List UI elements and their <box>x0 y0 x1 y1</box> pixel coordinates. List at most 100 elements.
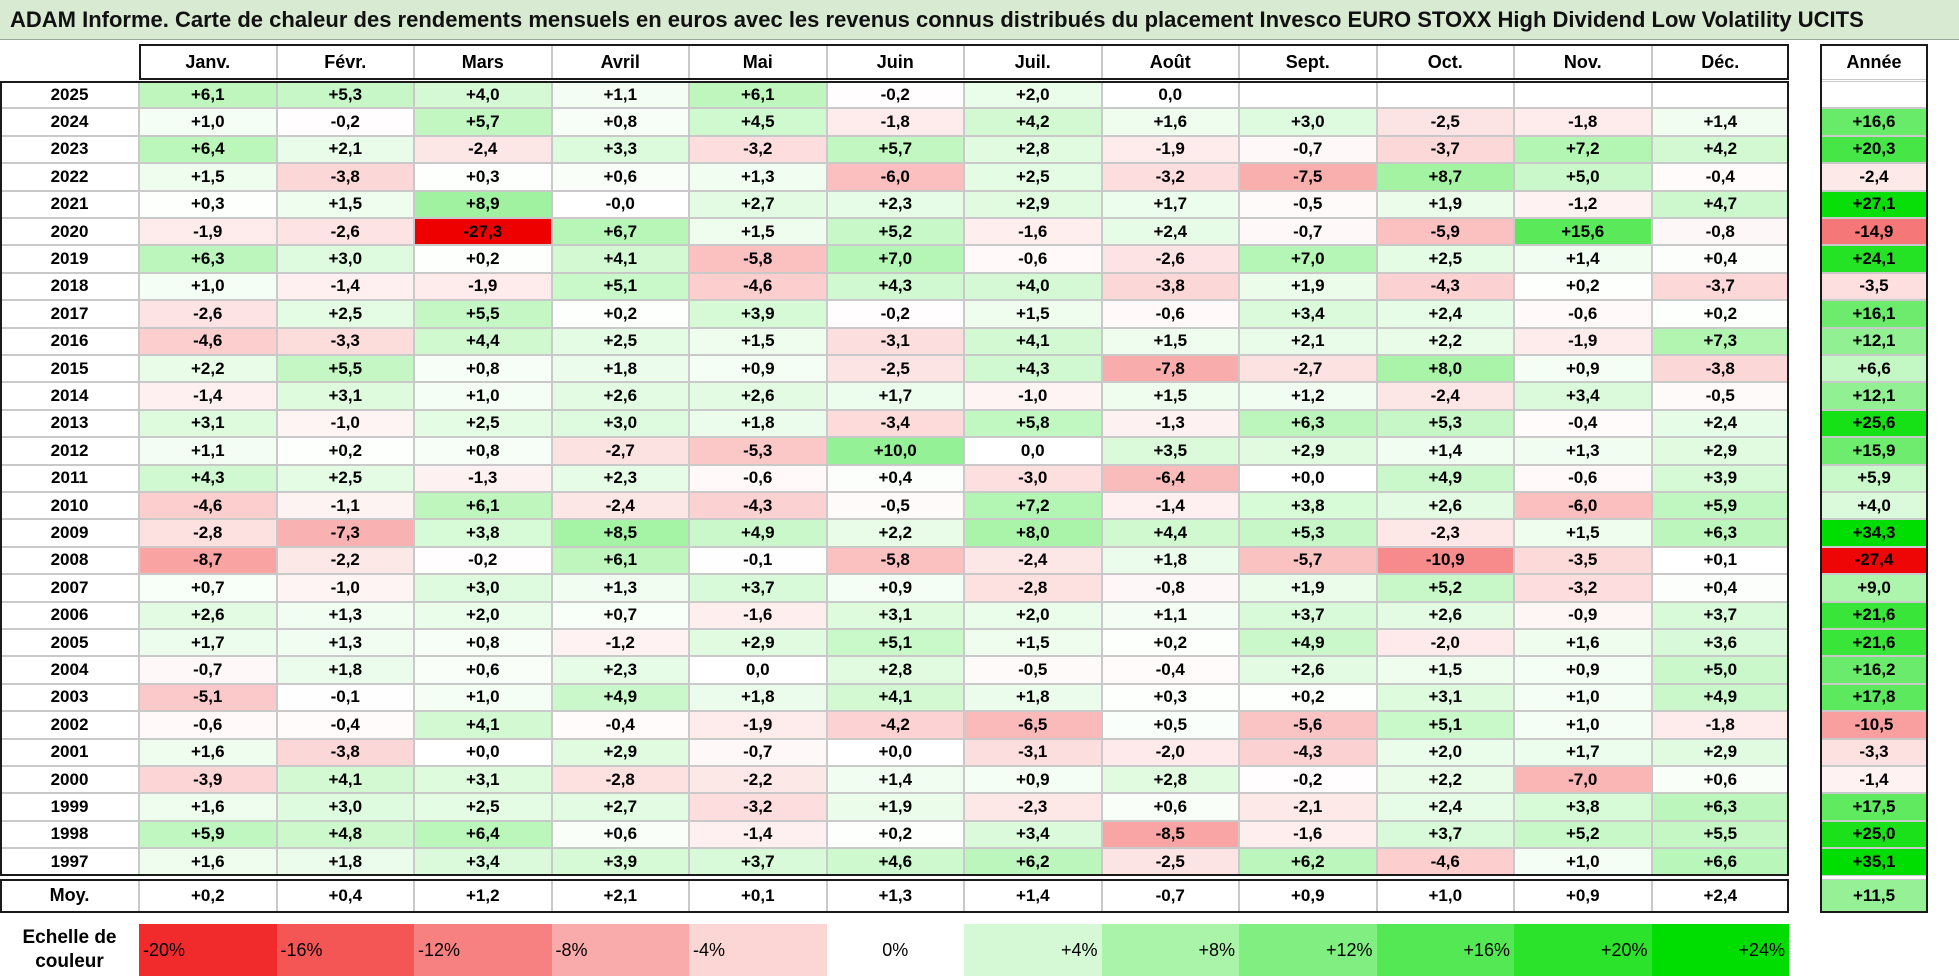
heatmap-cell: -1,6 <box>1239 820 1377 849</box>
heatmap-cell: +1,4 <box>1514 245 1652 273</box>
column-header: Déc. <box>1651 44 1789 80</box>
year-column-header: Année <box>1820 44 1928 80</box>
heatmap-cell: -1,6 <box>689 601 827 629</box>
heatmap-cell: -2,8 <box>139 519 277 547</box>
heatmap-cell: -4,3 <box>1239 738 1377 766</box>
heatmap-cell: +2,6 <box>1239 656 1377 684</box>
heatmap-cell: +5,7 <box>414 108 552 136</box>
heatmap-cell: +4,9 <box>551 683 689 712</box>
heatmap-cell: +0,9 <box>1514 656 1652 684</box>
heatmap-cell: +5,0 <box>1651 656 1789 684</box>
heatmap-cell: +5,5 <box>1651 820 1789 849</box>
annual-return-cell: -14,9 <box>1820 218 1928 246</box>
color-scale-stop: +20% <box>1514 924 1652 976</box>
heatmap-cell: +8,7 <box>1376 163 1514 191</box>
heatmap-cell: -6,0 <box>1514 492 1652 520</box>
heatmap-cell: -1,8 <box>826 108 964 136</box>
annual-return-cell: +17,8 <box>1820 683 1928 712</box>
heatmap-cell: -0,0 <box>551 190 689 218</box>
heatmap-cell: +3,1 <box>826 601 964 629</box>
heatmap-cell: +4,4 <box>414 327 552 355</box>
heatmap-cell: +5,2 <box>1514 820 1652 849</box>
heatmap-cell: -3,4 <box>826 409 964 438</box>
row-year-label: 2004 <box>0 656 139 684</box>
heatmap-cell: +6,4 <box>414 820 552 849</box>
heatmap-cell: +5,8 <box>964 409 1102 438</box>
heatmap-cell: -1,8 <box>1651 711 1789 739</box>
annual-return-cell: +9,0 <box>1820 574 1928 602</box>
heatmap-cell: +2,5 <box>551 327 689 355</box>
heatmap-cell: -0,8 <box>1101 574 1239 602</box>
heatmap-cell: +2,8 <box>1101 766 1239 794</box>
heatmap-cell: +1,6 <box>1514 629 1652 657</box>
heatmap-cell: +1,0 <box>414 382 552 410</box>
heatmap-cell: +5,3 <box>276 81 414 109</box>
heatmap-cell: -0,9 <box>1514 601 1652 629</box>
chart-title: ADAM Informe. Carte de chaleur des rende… <box>0 0 1959 40</box>
heatmap-cell: +1,5 <box>139 163 277 191</box>
heatmap-cell: +1,0 <box>139 108 277 136</box>
heatmap-cell: -1,4 <box>689 820 827 849</box>
heatmap-cell: +2,0 <box>964 601 1102 629</box>
heatmap-cell: +6,1 <box>551 546 689 575</box>
heatmap-cell: -2,2 <box>276 546 414 575</box>
average-cell: +0,9 <box>1514 878 1652 913</box>
heatmap-cell: +5,1 <box>551 272 689 301</box>
row-year-label: 2006 <box>0 601 139 629</box>
heatmap-cell: +3,7 <box>1376 820 1514 849</box>
heatmap-cell: +6,7 <box>551 218 689 246</box>
heatmap-cell: +0,3 <box>139 190 277 218</box>
heatmap-cell: +3,9 <box>1651 464 1789 492</box>
heatmap-cell: +0,2 <box>414 245 552 273</box>
heatmap-cell: +1,5 <box>964 300 1102 328</box>
row-year-label: 1998 <box>0 820 139 849</box>
heatmap-cell: +1,3 <box>689 163 827 191</box>
heatmap-cell: +2,5 <box>414 793 552 821</box>
color-scale-stop: +8% <box>1101 924 1239 976</box>
heatmap-cell: -0,7 <box>689 738 827 766</box>
heatmap-cell: +5,1 <box>826 629 964 657</box>
heatmap-cell: +4,1 <box>964 327 1102 355</box>
annual-return-cell: -3,3 <box>1820 738 1928 766</box>
color-scale-label: Echelle de couleur <box>22 927 117 972</box>
heatmap-cell: +6,6 <box>1651 848 1789 876</box>
heatmap-cell: -6,5 <box>964 711 1102 739</box>
heatmap-cell: +2,1 <box>276 135 414 164</box>
heatmap-cell: -1,0 <box>276 409 414 438</box>
heatmap-cell: +4,5 <box>689 108 827 136</box>
heatmap-cell: +3,0 <box>551 409 689 438</box>
heatmap-cell: -3,8 <box>1101 272 1239 301</box>
heatmap-cell: +2,3 <box>551 464 689 492</box>
annual-return-cell: +12,1 <box>1820 327 1928 355</box>
heatmap-cell: +7,2 <box>964 492 1102 520</box>
heatmap-cell: -3,7 <box>1651 272 1789 301</box>
heatmap-cell: +0,2 <box>1101 629 1239 657</box>
heatmap-cell: +4,1 <box>551 245 689 273</box>
annual-return-cell: +34,3 <box>1820 519 1928 547</box>
heatmap-cell: -1,1 <box>276 492 414 520</box>
heatmap-cell: -1,8 <box>1514 108 1652 136</box>
heatmap-cell: +1,9 <box>1376 190 1514 218</box>
heatmap-cell: -2,8 <box>964 574 1102 602</box>
heatmap-cell: -2,6 <box>1101 245 1239 273</box>
heatmap-cell: -0,4 <box>1101 656 1239 684</box>
heatmap-cell: -1,0 <box>964 382 1102 410</box>
heatmap-cell: -3,2 <box>689 135 827 164</box>
heatmap-cell: -4,3 <box>689 492 827 520</box>
heatmap-cell: -2,6 <box>139 300 277 328</box>
heatmap-cell: +2,5 <box>276 300 414 328</box>
heatmap-cell: +5,9 <box>139 820 277 849</box>
heatmap-cell: -4,6 <box>1376 848 1514 876</box>
color-scale-stop: 0% <box>826 924 964 976</box>
column-header: Févr. <box>276 44 414 80</box>
heatmap-cell: +3,0 <box>1239 108 1377 136</box>
heatmap-cell: -2,3 <box>1376 519 1514 547</box>
average-annual-cell: +11,5 <box>1820 878 1928 913</box>
average-cell: +0,9 <box>1239 878 1377 913</box>
heatmap-cell: +5,1 <box>1376 711 1514 739</box>
heatmap-cell: +8,9 <box>414 190 552 218</box>
heatmap-cell: +0,8 <box>551 108 689 136</box>
heatmap-cell: +1,6 <box>1101 108 1239 136</box>
annual-return-cell: +5,9 <box>1820 464 1928 492</box>
heatmap-cell: -0,6 <box>689 464 827 492</box>
